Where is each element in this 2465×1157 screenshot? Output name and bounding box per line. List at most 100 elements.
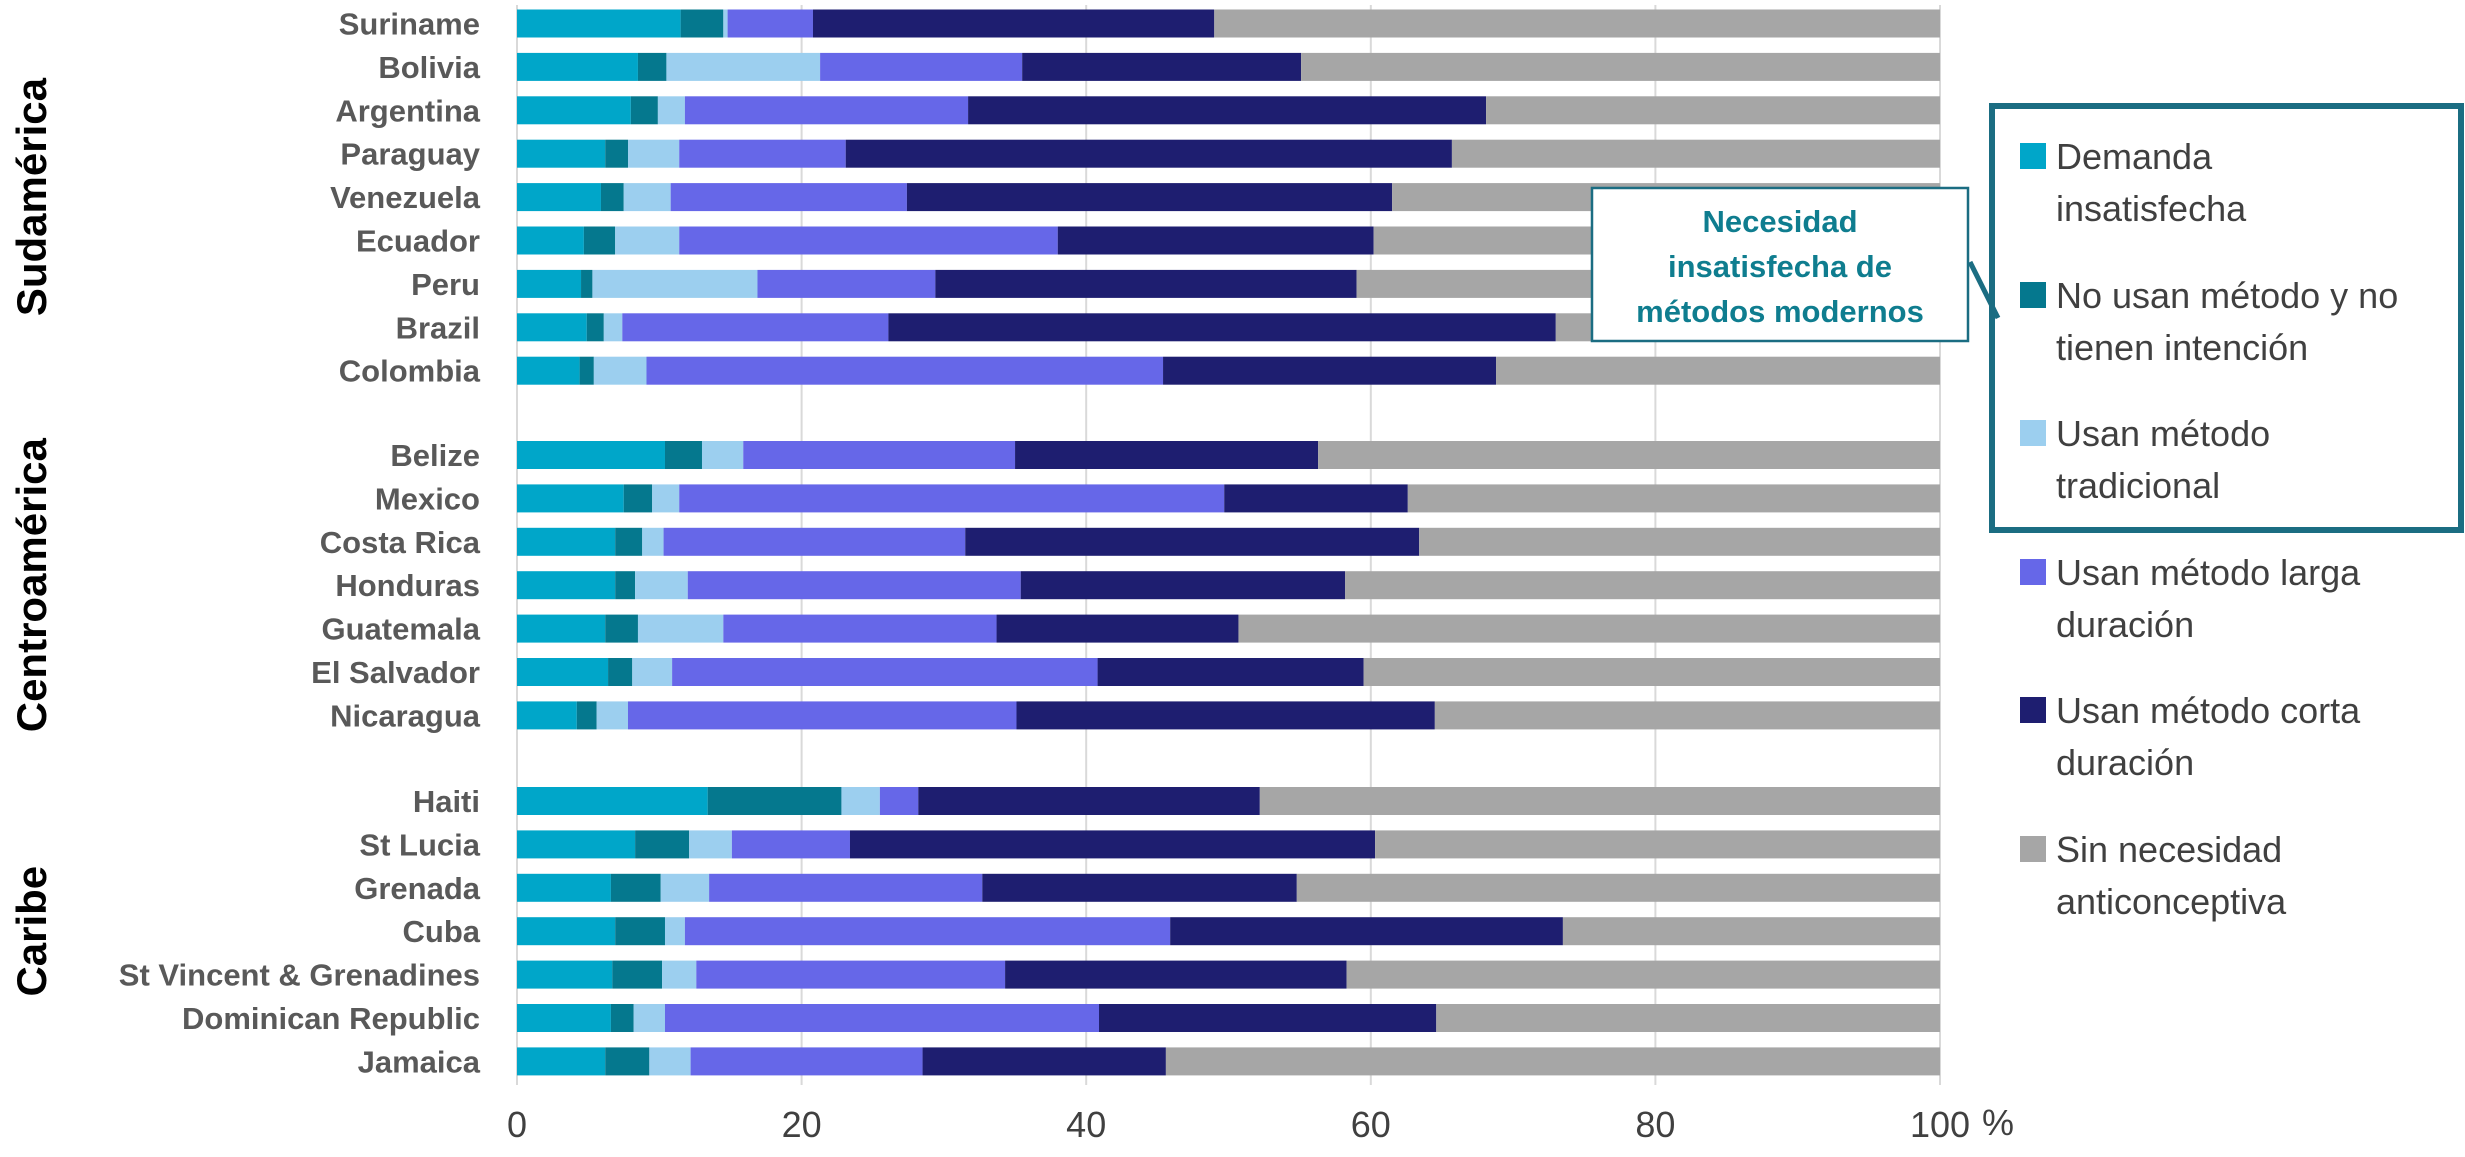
bar-segment [743,441,1015,469]
bar-segment [517,441,665,469]
bar-segment [968,96,1486,124]
x-tick-label: 0 [507,1104,527,1145]
bar-segment [605,615,638,643]
bar-segment [1486,96,1940,124]
category-label: Mexico [375,481,480,516]
bar-segment [935,270,1356,298]
bar-segment [1435,701,1940,729]
bar-segment [601,183,624,211]
bar-segment [841,787,879,815]
legend-label: Usan método corta [2056,690,2361,731]
bar-segment [638,53,666,81]
bar-segment [923,1047,1166,1075]
bar-segment [708,787,842,815]
bar-segment [605,1047,649,1075]
legend-swatch [2020,420,2046,446]
category-label: Guatemala [321,612,480,647]
bar-segment [631,96,658,124]
callout-text: insatisfecha de [1668,249,1892,284]
bar-segment [517,53,638,81]
legend: Demanda insatisfecha No usan método y no ti… [1992,106,2461,922]
bar-segment [587,313,604,341]
bar-segment [1170,917,1563,945]
bar-segment [615,917,665,945]
bar-segment [1022,53,1301,81]
category-label: El Salvador [311,655,480,690]
bar-segment [662,961,696,989]
bar-segment [517,961,612,989]
x-tick-label: 20 [782,1104,822,1145]
bar-segment [1098,658,1364,686]
bar-segment [517,96,631,124]
legend-label: tienen intención [2056,327,2308,368]
bar-segment [517,787,708,815]
bar-segment [597,701,628,729]
bar-segment [1408,484,1940,512]
category-label: Nicaragua [330,698,481,733]
bar-segment [679,484,1224,512]
bar-segment [1224,484,1408,512]
bar-segment [880,787,918,815]
bar-segment [1347,961,1940,989]
bar-segment [1015,441,1318,469]
bar-segment [997,615,1239,643]
category-label: St Lucia [359,827,480,862]
bar-segment [577,701,597,729]
legend-swatch [2020,143,2046,169]
legend-label: Usan método larga [2056,552,2361,593]
bar-segment [1016,701,1434,729]
category-label: Belize [390,438,480,473]
category-label: Ecuador [356,224,480,259]
bar-segment [681,10,724,38]
bar-segment [584,227,615,255]
bar-segment [517,701,577,729]
bar-segment [1318,441,1940,469]
bar-segment [1058,227,1374,255]
bar-segment [1260,787,1940,815]
category-label: Grenada [354,871,481,906]
bar-segment [1496,357,1940,385]
bar-segment [635,830,689,858]
bar-segment [658,96,685,124]
bar-segment [581,270,592,298]
bar-segment [1166,1047,1940,1075]
bar-segment [615,227,679,255]
bars [517,10,1940,1076]
category-label: Jamaica [358,1044,481,1079]
bar-segment [757,270,935,298]
category-label: Dominican Republic [182,1001,480,1036]
bar-segment [691,1047,923,1075]
category-label: Colombia [339,354,481,389]
bar-segment [517,270,581,298]
bar-segment [965,528,1419,556]
bar-segment [666,53,820,81]
category-label: Peru [411,267,480,302]
callout-text: métodos modernos [1636,294,1924,329]
bar-segment [517,313,587,341]
region-label: Centroamérica [8,437,55,732]
bar-segment [517,140,605,168]
bar-segment [635,571,688,599]
bar-segment [517,830,635,858]
legend-label: duración [2056,742,2194,783]
bar-segment [624,484,652,512]
bar-segment [888,313,1555,341]
bar-segment [672,658,1097,686]
category-label: Cuba [403,914,481,949]
category-label: Suriname [339,7,480,42]
bar-segment [1419,528,1940,556]
category-label: Honduras [335,568,480,603]
bar-segment [918,787,1260,815]
bar-segment [594,357,647,385]
bar-segment [517,571,615,599]
callout: Necesidadinsatisfecha demétodos modernos [1592,188,1998,341]
category-label: Paraguay [340,137,480,172]
bar-segment [646,357,1163,385]
region-label: Sudamérica [8,77,55,316]
bar-segment [642,528,663,556]
legend-label: tradicional [2056,465,2220,506]
bar-segment [671,183,907,211]
bar-segment [517,658,608,686]
bar-segment [982,874,1296,902]
bar-segment [608,658,632,686]
